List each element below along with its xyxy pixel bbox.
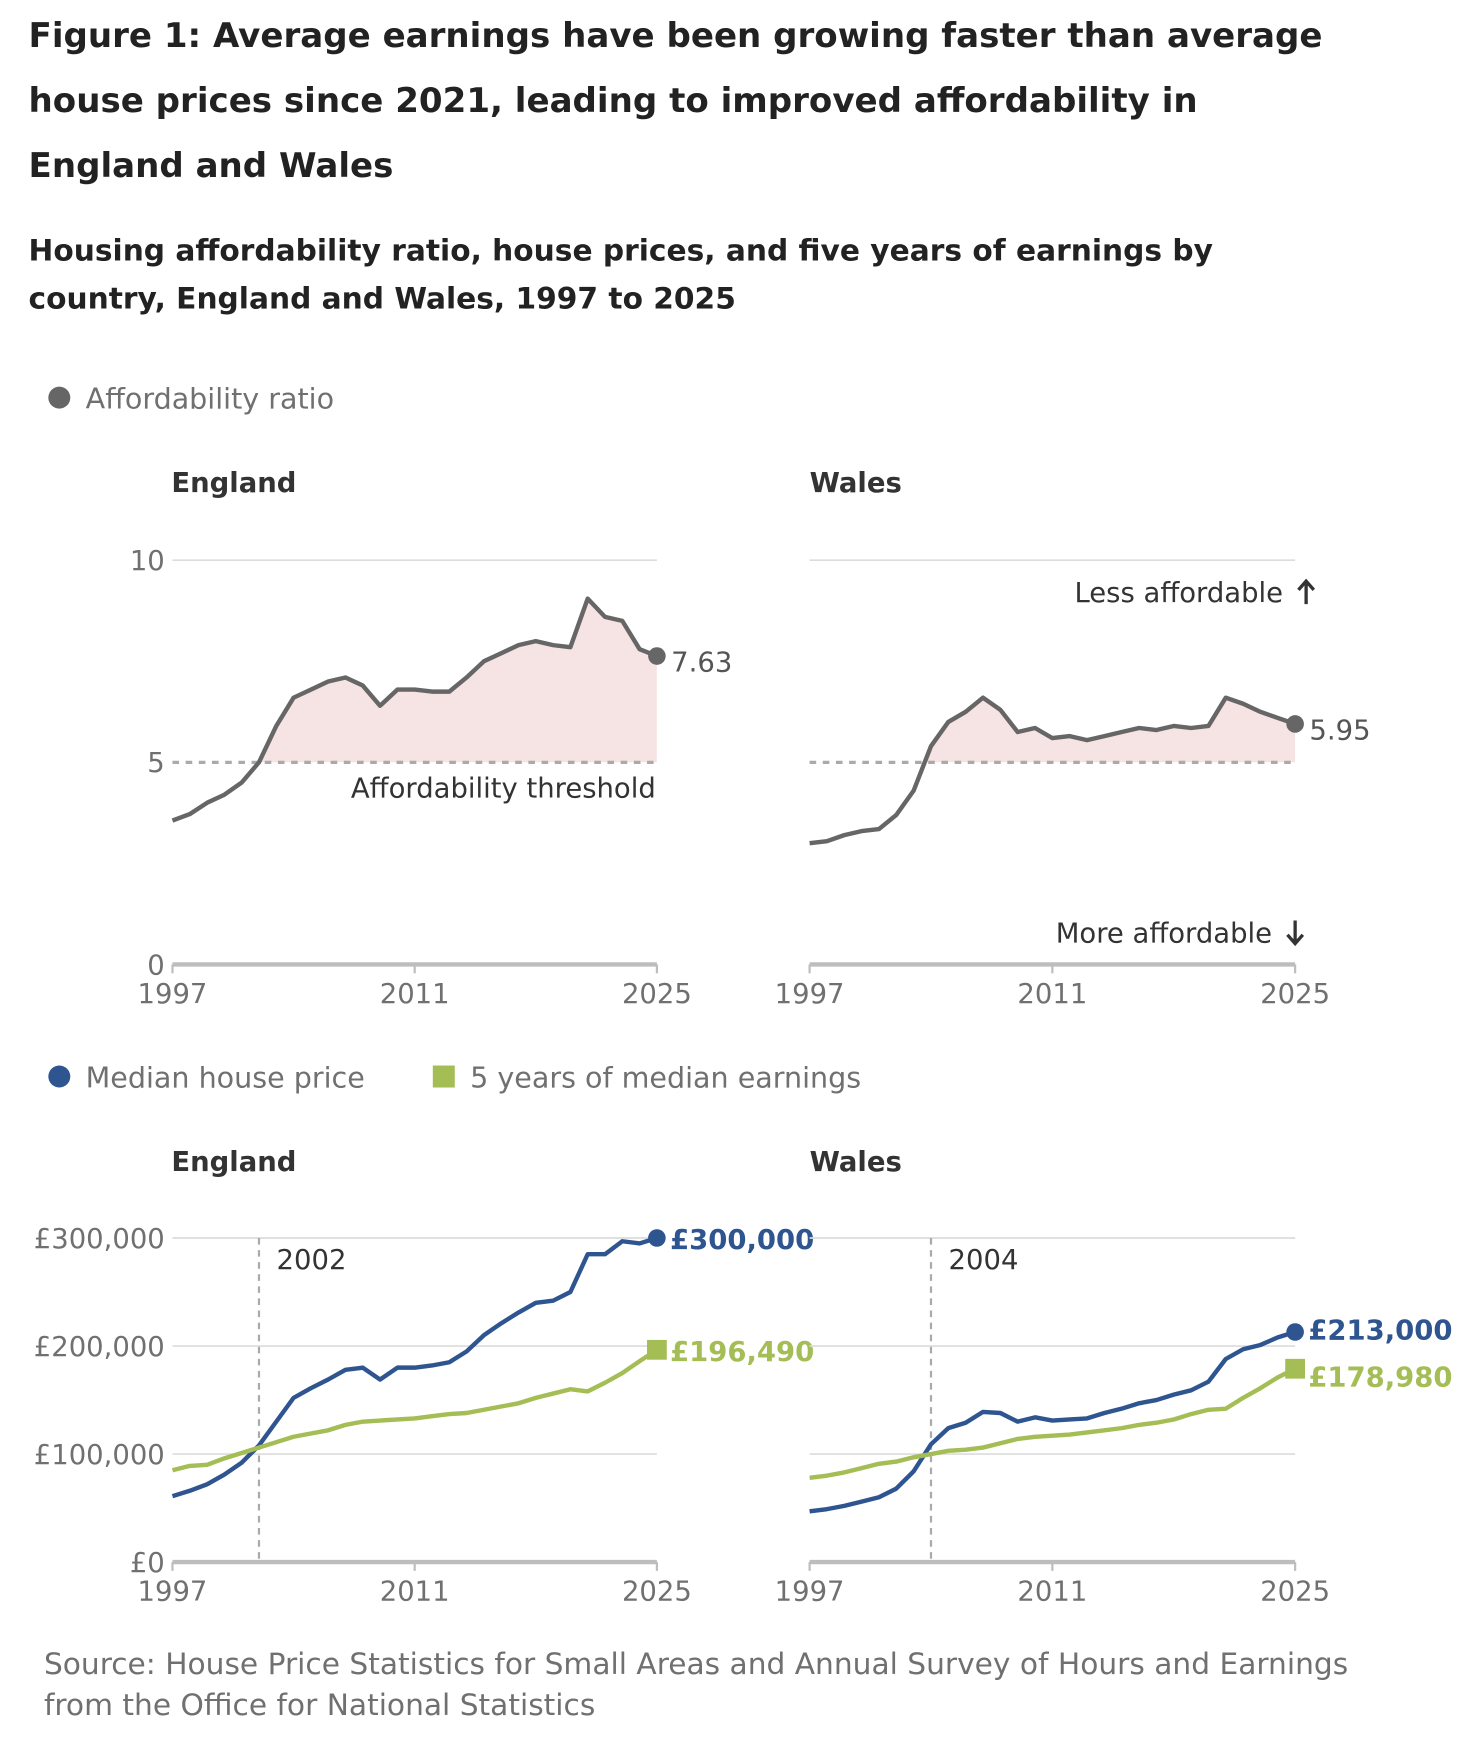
arrow-up-icon bbox=[1297, 578, 1316, 605]
y-tick-label: 5 bbox=[147, 748, 164, 779]
ratio-line bbox=[171, 596, 658, 823]
x-tick-label: 2025 bbox=[622, 1577, 692, 1608]
ratio-point bbox=[648, 647, 666, 665]
legend-house-price-label: Median house price bbox=[86, 1061, 365, 1095]
x-tick-label: 1997 bbox=[138, 979, 208, 1010]
marker-year-label: 2004 bbox=[949, 1245, 1019, 1276]
y-tick-label: 10 bbox=[130, 546, 165, 577]
ratio-line bbox=[809, 695, 1296, 846]
x-tick-label: 2025 bbox=[1260, 979, 1330, 1010]
end-value-label: 5.95 bbox=[1309, 715, 1370, 746]
y-tick-label: £300,000 bbox=[34, 1224, 165, 1255]
x-tick-label: 2011 bbox=[380, 979, 450, 1010]
house-price-end-label: £300,000 bbox=[670, 1225, 814, 1256]
ratio-point bbox=[1286, 715, 1304, 733]
y-tick-label: £0 bbox=[130, 1548, 165, 1579]
marker-year-label: 2002 bbox=[277, 1245, 347, 1276]
legend-prices: Median house price 5 years of median ear… bbox=[48, 1061, 861, 1095]
y-tick-label: £200,000 bbox=[34, 1332, 165, 1363]
house-price-line bbox=[809, 1329, 1296, 1514]
panel-title-wales-prices: Wales bbox=[810, 1147, 902, 1178]
figure-subtitle: Housing affordability ratio, house price… bbox=[28, 233, 1213, 317]
panel-england-area: 0 5 10 1997 2011 2025 7.63 bbox=[130, 546, 732, 1010]
legend-ratio-marker bbox=[48, 386, 71, 409]
x-tick-label: 2011 bbox=[1017, 979, 1087, 1010]
panel-title-england-ratio: England bbox=[171, 468, 296, 499]
house-price-end-label: £213,000 bbox=[1308, 1316, 1452, 1347]
panel-title-england-prices: England bbox=[171, 1147, 296, 1178]
earnings-end-marker bbox=[1285, 1358, 1306, 1379]
x-tick-label: 2011 bbox=[380, 1577, 450, 1608]
arrow-down-icon bbox=[1286, 920, 1305, 947]
legend-ratio-label: Affordability ratio bbox=[86, 382, 334, 416]
x-tick-label: 1997 bbox=[775, 979, 845, 1010]
legend-house-price-marker bbox=[48, 1065, 71, 1088]
x-tick-label: 2011 bbox=[1017, 1577, 1087, 1608]
earnings-end-label: £178,980 bbox=[1308, 1362, 1452, 1393]
end-value-label: 7.63 bbox=[671, 647, 732, 678]
x-tick-label: 2025 bbox=[622, 979, 692, 1010]
y-tick-label: £100,000 bbox=[34, 1440, 165, 1471]
earnings-end-marker bbox=[647, 1339, 667, 1360]
source-note: Source: House Price Statistics for Small… bbox=[43, 1647, 1349, 1723]
ratio-area bbox=[172, 598, 657, 763]
y-tick-label: 0 bbox=[147, 950, 164, 981]
legend-earnings-label: 5 years of median earnings bbox=[470, 1061, 861, 1095]
panel-england-line: £0 £100,000 £200,000 £300,000 1997 2011 2025 20… bbox=[34, 1224, 814, 1608]
threshold-label: Affordability threshold bbox=[351, 774, 656, 805]
legend-earnings-marker bbox=[432, 1065, 455, 1088]
panel-wales-line: 1997 2011 2025 2004 £213,000 £178,980 bbox=[775, 1237, 1452, 1608]
figure-title: Figure 1: Average earnings have been gro… bbox=[28, 16, 1323, 186]
x-tick-label: 1997 bbox=[138, 1577, 208, 1608]
more-affordable-label: More affordable bbox=[1056, 919, 1272, 950]
less-affordable-label: Less affordable bbox=[1074, 578, 1283, 609]
legend-ratio: Affordability ratio bbox=[48, 382, 334, 416]
earnings-line bbox=[171, 1347, 659, 1473]
house-price-end-marker bbox=[648, 1229, 666, 1247]
earnings-line bbox=[809, 1366, 1297, 1480]
panel-wales-area: 1997 2011 2025 5.95 bbox=[775, 559, 1371, 1010]
earnings-end-label: £196,490 bbox=[670, 1337, 814, 1368]
panel-title-wales-ratio: Wales bbox=[810, 468, 902, 499]
x-tick-label: 1997 bbox=[775, 1577, 845, 1608]
ratio-area bbox=[809, 697, 1296, 763]
house-price-end-marker bbox=[1286, 1323, 1304, 1341]
house-price-line bbox=[171, 1235, 658, 1499]
x-tick-label: 2025 bbox=[1260, 1577, 1330, 1608]
